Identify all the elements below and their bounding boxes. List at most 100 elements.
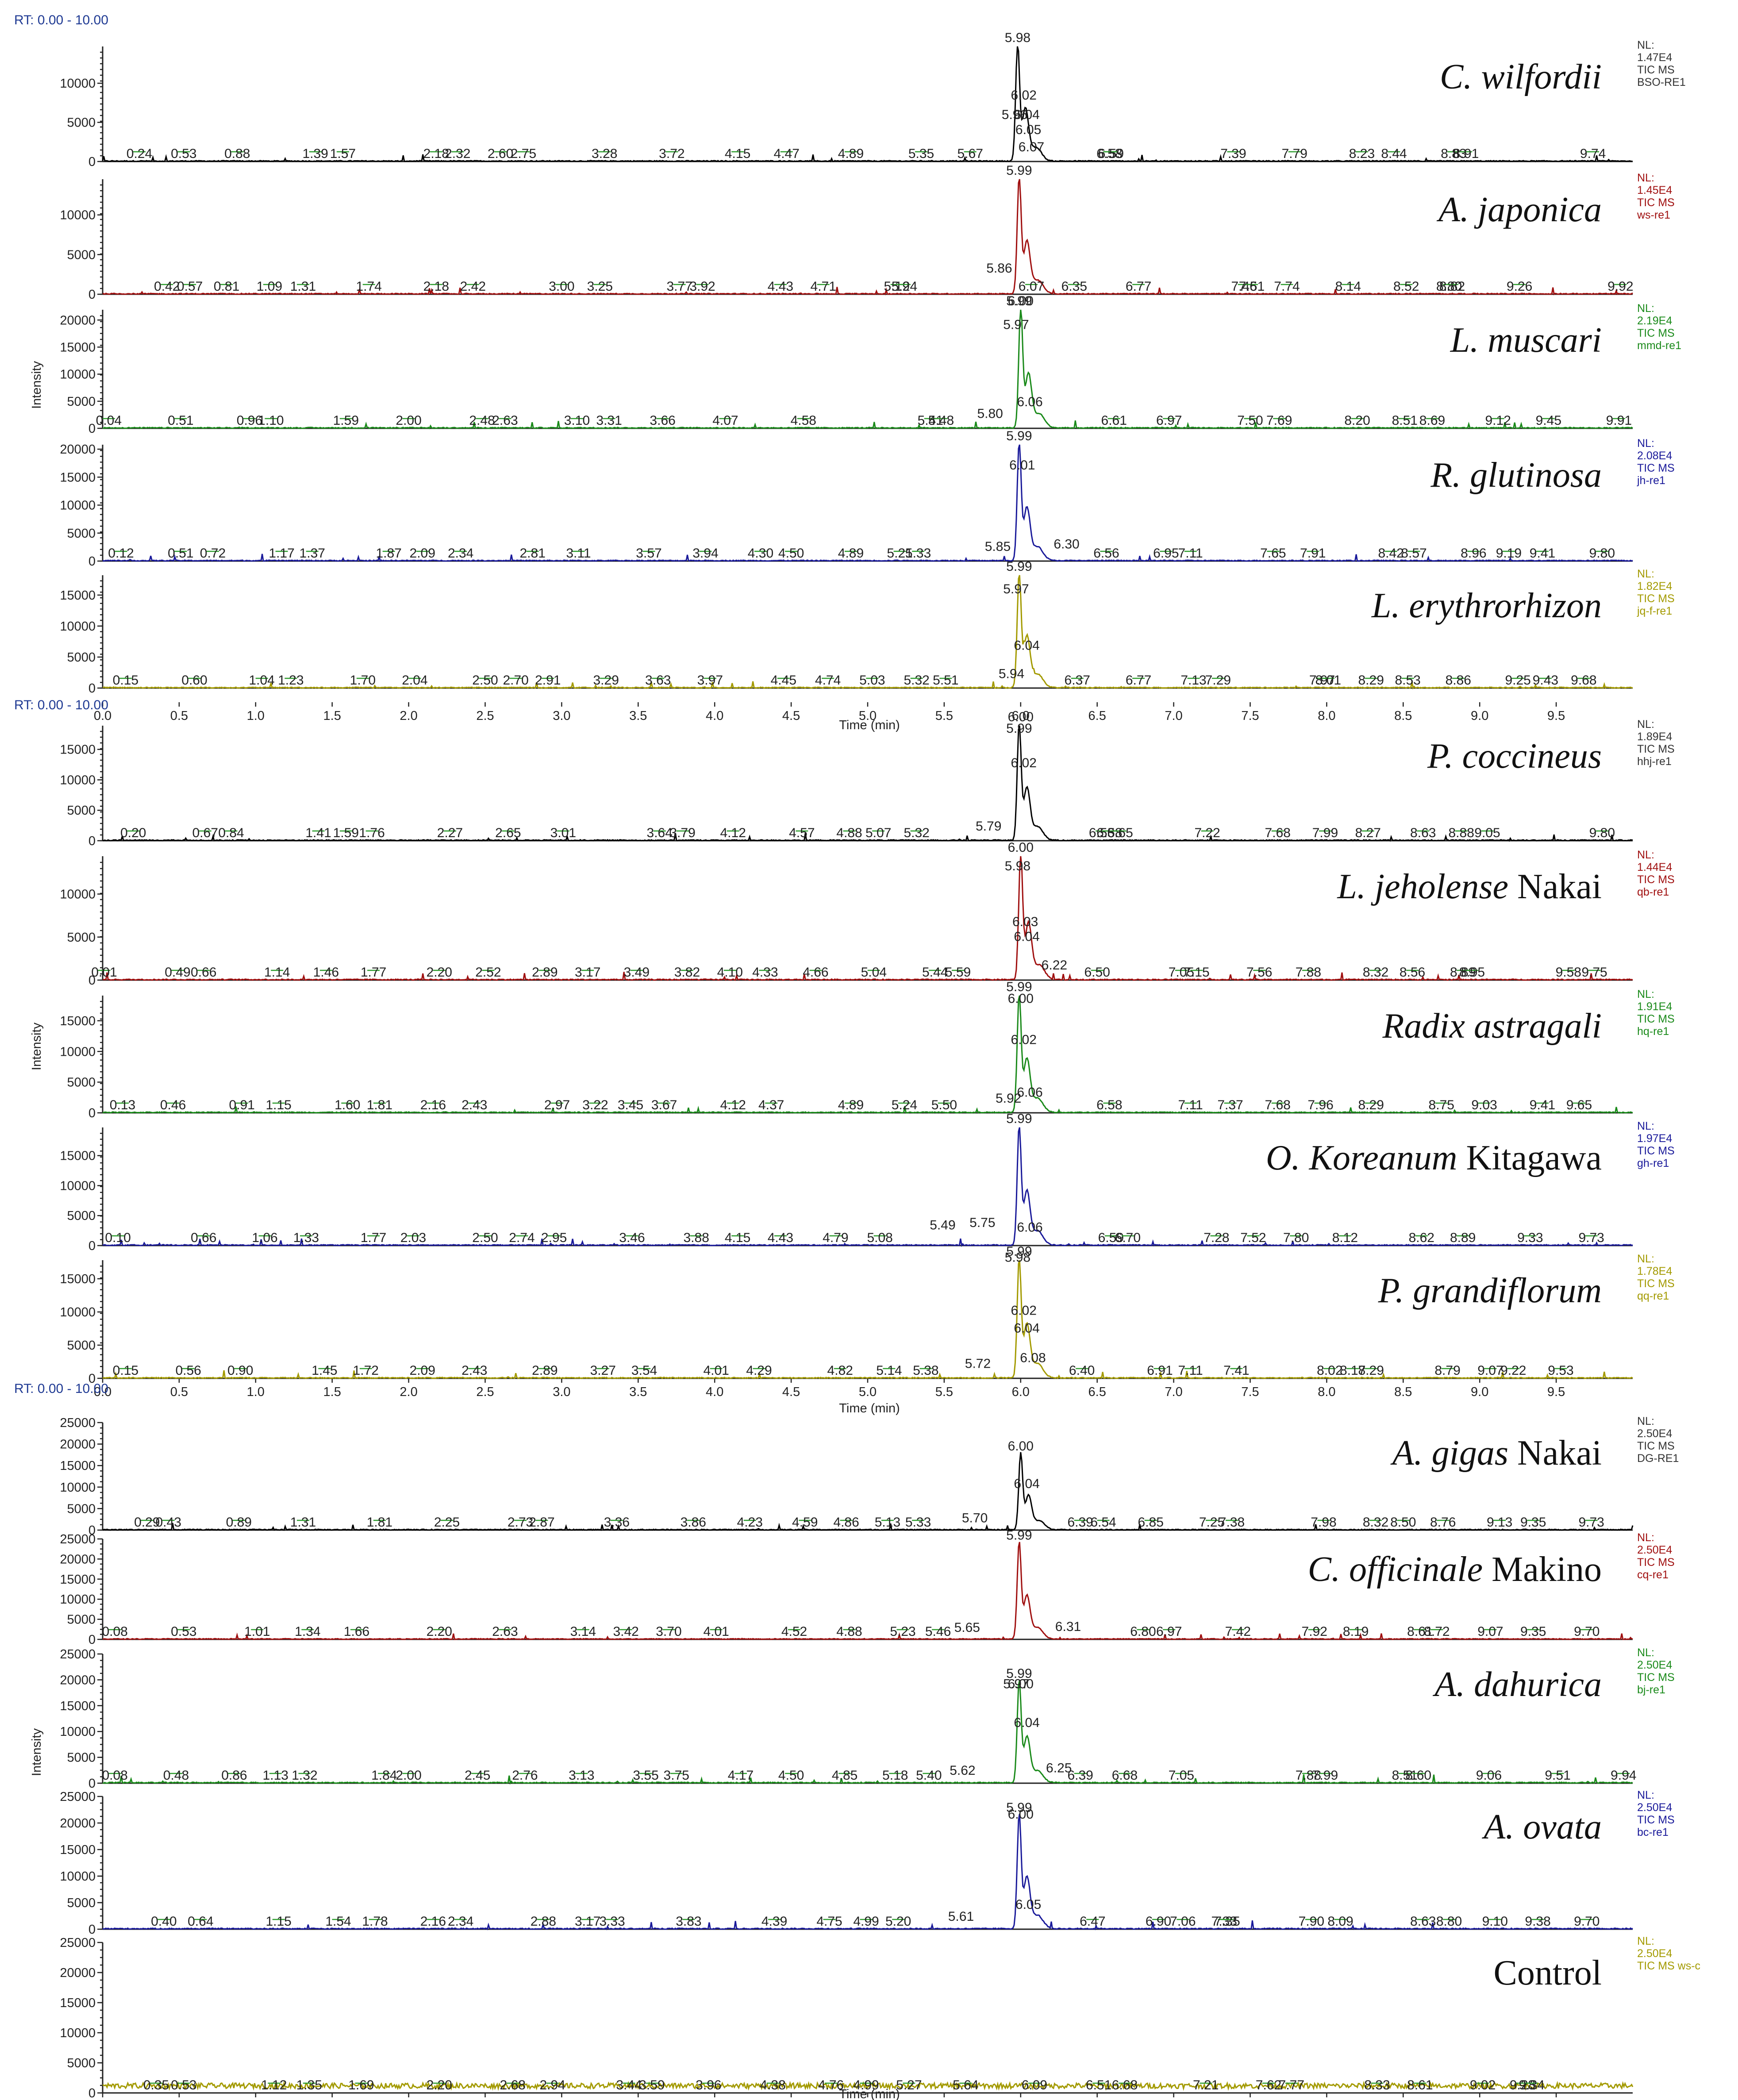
x-tick-label: 2.0 <box>400 1385 417 1399</box>
peak-rt-label: 6.22 <box>1042 958 1067 973</box>
peak-rt-label: 3.57 <box>636 546 661 561</box>
peak-rt-label: 5.64 <box>953 2078 978 2092</box>
peak-rt-label: 9.74 <box>1580 146 1606 161</box>
peak-rt-label: 6.68 <box>1112 2078 1138 2092</box>
y-tick-label: 10000 <box>60 1869 96 1884</box>
peak-rt-label: 5.99 <box>1006 1800 1032 1815</box>
peak-rt-label: 7.11 <box>1178 1098 1203 1112</box>
x-tick-label: 8.5 <box>1394 709 1412 723</box>
peak-rt-label: 3.83 <box>676 1914 701 1929</box>
y-tick-label: 5000 <box>67 1502 96 1516</box>
peak-rt-label: 5.97 <box>1003 582 1029 596</box>
peak-rt-label: 1.31 <box>290 279 316 294</box>
peak-rt-label: 8.89 <box>1450 965 1476 980</box>
peak-rt-label: 7.96 <box>1307 1098 1333 1112</box>
peak-rt-label: 7.97 <box>1309 673 1335 688</box>
y-tick-label: 5000 <box>67 1896 96 1910</box>
peak-rt-label: 1.87 <box>376 546 401 561</box>
peak-rt-label: 4.86 <box>833 1515 859 1530</box>
peak-rt-label: 1.76 <box>359 826 385 840</box>
peak-rt-label: 8.52 <box>1393 279 1419 294</box>
y-tick-label: 15000 <box>60 1699 96 1713</box>
peak-rt-label: 4.50 <box>778 546 804 561</box>
peak-rt-label: 6.65 <box>1107 826 1133 840</box>
peak-rt-label: 2.94 <box>539 2078 565 2092</box>
peak-rt-label: 9.65 <box>1566 1098 1592 1112</box>
nl-info: TIC MS <box>1637 1145 1675 1157</box>
peak-rt-label: 2.63 <box>492 1624 518 1639</box>
peak-rt-label: 3.44 <box>616 2078 642 2092</box>
peak-rt-label: 8.53 <box>1395 673 1420 688</box>
y-tick-label: 25000 <box>60 1647 96 1662</box>
peak-rt-label: 4.01 <box>703 1363 729 1378</box>
peak-rt-label: 9.75 <box>1581 965 1607 980</box>
peak-rt-label: 0.15 <box>113 1363 138 1378</box>
peak-rt-label: 7.98 <box>1311 1515 1336 1530</box>
peak-rt-label: 9.06 <box>1476 1768 1502 1783</box>
peak-rt-label: 5.67 <box>957 146 983 161</box>
peak-rt-label: 1.12 <box>261 2078 287 2092</box>
peak-rt-label: 9.13 <box>1487 1515 1512 1530</box>
peak-rt-label: 5.80 <box>977 407 1003 421</box>
peak-rt-label: 8.01 <box>1315 673 1341 688</box>
nl-info: NL: <box>1637 172 1654 184</box>
peak-rt-label: 6.61 <box>1101 413 1127 428</box>
peak-rt-label: 3.63 <box>645 673 671 688</box>
peak-rt-label: 6.54 <box>1090 1515 1116 1530</box>
peak-rt-label: 6.02 <box>1011 88 1037 103</box>
peak-rt-label: 5.33 <box>905 1515 931 1530</box>
peak-rt-label: 5.96 <box>1002 108 1027 122</box>
nl-info: qq-re1 <box>1637 1290 1669 1302</box>
y-tick-label: 10000 <box>60 1592 96 1607</box>
x-tick-label: 5.5 <box>935 709 953 723</box>
peak-rt-label: 6.04 <box>1014 108 1039 122</box>
peak-rt-label: 4.89 <box>838 1098 864 1112</box>
panel: 0 5000 10000 15000 20000 0.12 0.51 0.72 1.17 1.37… <box>60 429 1674 569</box>
peak-rt-label: 5.14 <box>876 1363 902 1378</box>
peak-rt-label: 1.77 <box>361 965 386 980</box>
peak-rt-label: 8.32 <box>1363 965 1388 980</box>
peak-rt-label: 9.94 <box>1611 1768 1636 1783</box>
peak-rt-label: 5.98 <box>1005 1250 1030 1265</box>
trace-line <box>102 1260 1633 1380</box>
peak-rt-label: 9.19 <box>1496 546 1522 561</box>
peak-rt-label: 6.53 <box>1089 826 1115 840</box>
peak-rt-label: 2.75 <box>511 146 536 161</box>
peak-rt-label: 8.29 <box>1358 1363 1384 1378</box>
peak-rt-label: 2.16 <box>420 1914 446 1929</box>
peak-rt-label: 4.52 <box>781 1624 807 1639</box>
peak-rt-label: 7.46 <box>1231 279 1257 294</box>
peak-rt-label: 9.51 <box>1545 1768 1570 1783</box>
x-tick-label: 8.0 <box>1318 709 1335 723</box>
peak-rt-label: 0.08 <box>102 1624 127 1639</box>
nl-info: bj-re1 <box>1637 1684 1665 1696</box>
peak-rt-label: 7.99 <box>1312 826 1338 840</box>
peak-rt-label: 0.35 <box>143 2078 169 2092</box>
nl-info: gh-re1 <box>1637 1157 1669 1169</box>
peak-rt-label: 8.14 <box>1335 279 1361 294</box>
sample-name: C. officinale Makino <box>1308 1550 1602 1589</box>
peak-rt-label: 4.12 <box>720 826 746 840</box>
peak-rt-label: 6.58 <box>1096 146 1122 161</box>
panel: 0 5000 10000 15000 20000 25000 0.08 0.48 0.86 1.1… <box>60 1646 1674 1791</box>
rt-range-label: RT: 0.00 - 10.00 <box>14 1381 108 1396</box>
peak-rt-label: 8.23 <box>1349 146 1375 161</box>
peak-rt-label: 9.80 <box>1589 826 1615 840</box>
peak-rt-label: 9.03 <box>1471 1098 1497 1112</box>
peak-rt-label: 9.58 <box>1556 965 1581 980</box>
peak-rt-label: 1.15 <box>265 1098 291 1112</box>
peak-rt-label: 8.57 <box>1401 546 1427 561</box>
peak-rt-label: 9.73 <box>1578 1231 1604 1245</box>
peak-rt-label: 3.25 <box>587 279 613 294</box>
panel: 0 5000 10000 15000 20000 25000 0.290.43 0.89 1.3… <box>60 1415 1679 1538</box>
x-tick-label: 9.0 <box>1471 709 1488 723</box>
peak-rt-label: 2.25 <box>434 1515 460 1530</box>
y-tick-label: 10000 <box>60 773 96 787</box>
trace-line <box>102 309 1633 430</box>
y-tick-label: 0 <box>88 554 96 569</box>
peak-rt-label: 0.20 <box>120 826 146 840</box>
peak-rt-label: 7.52 <box>1240 1231 1266 1245</box>
sample-name-part: A. dahurica <box>1432 1665 1602 1704</box>
nl-info: NL: <box>1637 1120 1654 1132</box>
peak-rt-label: 0.29 <box>134 1515 160 1530</box>
